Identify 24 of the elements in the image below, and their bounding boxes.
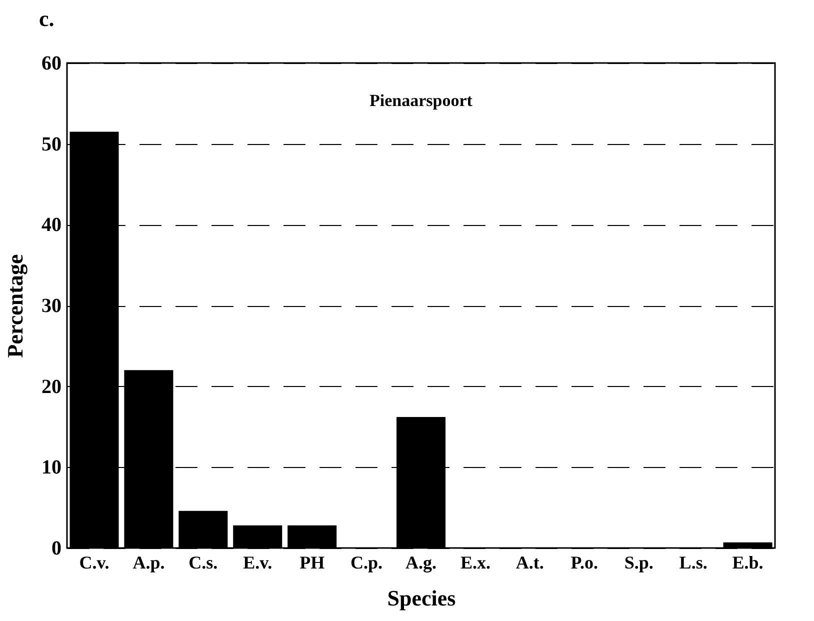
y-tick-label: 40 xyxy=(42,214,62,236)
x-tick-label: S.p. xyxy=(624,552,654,572)
x-axis-title: Species xyxy=(387,586,456,610)
x-tick-label: E.v. xyxy=(243,552,272,572)
y-tick-label: 0 xyxy=(52,538,62,560)
x-tick-label: A.p. xyxy=(132,552,165,572)
y-axis-title: Percentage xyxy=(2,254,28,358)
x-tick-label: A.t. xyxy=(516,552,544,572)
x-tick-label: A.g. xyxy=(406,552,436,572)
y-tick-label: 10 xyxy=(42,456,62,479)
annotation: Pienaarspoort xyxy=(370,91,473,110)
chart-title: c. xyxy=(39,6,54,31)
x-tick-label: E.b. xyxy=(732,552,764,572)
x-tick-label: PH xyxy=(300,552,325,572)
y-tick-label: 30 xyxy=(42,295,62,317)
x-tick-label: L.s. xyxy=(679,552,708,572)
y-tick-label: 50 xyxy=(42,133,62,156)
x-tick-label: E.x. xyxy=(460,552,490,572)
x-tick-label: C.p. xyxy=(350,552,383,572)
x-tick-label: P.o. xyxy=(570,552,598,572)
x-tick-label: C.v. xyxy=(79,552,110,572)
y-tick-label: 20 xyxy=(42,376,62,398)
x-tick-label: C.s. xyxy=(188,552,218,572)
y-tick-label: 60 xyxy=(42,52,62,74)
